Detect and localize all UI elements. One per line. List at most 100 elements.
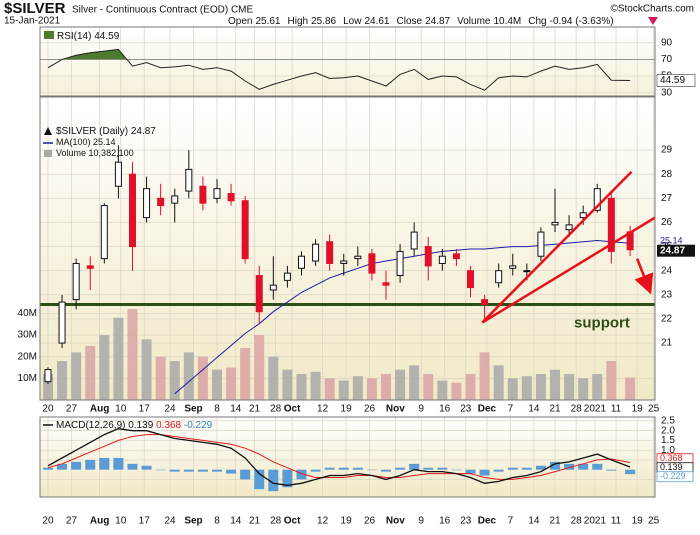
y-tick-label: 30M — [18, 330, 37, 341]
stat-value: 25.86 — [311, 16, 336, 27]
x-tick-label: 8 — [214, 404, 220, 415]
volume-bar — [71, 352, 82, 400]
candle-body — [86, 265, 94, 269]
volume-bar — [268, 356, 279, 400]
x-tick-label: 7 — [508, 404, 514, 415]
ma-last: 25.14 — [93, 137, 116, 147]
rsi-name: RSI(14) — [57, 31, 91, 42]
y-tick-label: 21 — [661, 338, 673, 349]
candle-body — [185, 168, 193, 192]
volume-bar — [197, 356, 208, 400]
date: 15-Jan-2021 — [4, 16, 61, 27]
histogram-bar — [282, 469, 293, 488]
y-tick-label: 28 — [661, 169, 673, 180]
x-tick-label: 11 — [611, 404, 622, 415]
macd-tag: 0.139 — [660, 462, 683, 472]
histogram-bar — [296, 469, 307, 480]
candle-body — [579, 212, 587, 219]
histogram-bar — [113, 457, 124, 470]
histogram-bar — [465, 469, 476, 474]
x-tick-label: 11 — [611, 516, 622, 527]
volume-bar — [57, 361, 68, 400]
trendline — [481, 216, 655, 324]
histogram-bar — [625, 469, 636, 475]
x-tick-label: Nov — [386, 516, 405, 527]
volume-bar — [113, 317, 124, 400]
histogram-bar — [550, 461, 561, 470]
candle-body — [44, 369, 52, 383]
rsi-overbought-area — [62, 49, 127, 60]
candle-body — [438, 255, 446, 264]
candle-body — [607, 197, 615, 252]
x-tick-label: 23 — [460, 516, 472, 527]
x-tick-label: 8 — [214, 516, 220, 527]
volume-bar — [169, 361, 180, 400]
stat-label: Open — [228, 16, 252, 27]
macd-last: 0.139 — [128, 420, 153, 431]
candle-body — [495, 270, 503, 284]
y-tick-label: 1.5 — [661, 435, 675, 446]
x-tick-label: 27 — [66, 516, 78, 527]
support-label: support — [574, 314, 630, 331]
y-tick-label: 40M — [18, 308, 37, 319]
candle-body — [128, 173, 136, 248]
candle-body — [157, 197, 165, 207]
volume-bar — [451, 382, 462, 400]
histogram-bar — [451, 469, 462, 471]
histogram-tag-box — [656, 471, 694, 483]
x-tick-label: 21 — [549, 404, 561, 415]
volume-bar — [296, 374, 307, 400]
x-tick-label: 14 — [230, 404, 242, 415]
histogram-bar — [155, 469, 166, 471]
x-tick-label: 7 — [508, 516, 514, 527]
volume-bar — [521, 376, 532, 400]
x-tick-label: 14 — [528, 516, 540, 527]
histogram-bar — [42, 467, 53, 470]
volume-bar — [625, 377, 636, 400]
x-tick-label: 21 — [549, 516, 561, 527]
x-tick-label: 24 — [164, 404, 176, 415]
candle-body — [354, 255, 362, 260]
histogram-bar — [324, 467, 335, 470]
volume-bar — [254, 335, 265, 400]
candle-body — [72, 262, 80, 301]
volume-name: Volume — [56, 148, 86, 158]
histogram-bar — [141, 465, 152, 470]
x-tick-label: 10 — [115, 516, 127, 527]
volume-bar — [183, 352, 194, 400]
x-tick-label: 25 — [648, 404, 660, 415]
candle-body — [565, 224, 573, 231]
ma-legend: MA(100) 25.14 — [56, 137, 116, 147]
histogram-bar — [211, 469, 222, 472]
y-tick-label: 22 — [661, 314, 673, 325]
histogram-tag: -0.229 — [660, 471, 686, 481]
y-tick-label: 70 — [661, 54, 673, 65]
x-tick-label: 2021 — [584, 404, 607, 415]
volume-last: 10,382,100 — [89, 148, 134, 158]
volume-bar — [155, 356, 166, 400]
histogram-bar — [409, 463, 420, 470]
signal-last: 0.368 — [156, 420, 181, 431]
histogram-bar — [310, 469, 321, 472]
volume-bar — [324, 378, 335, 400]
histogram-bar — [521, 467, 532, 470]
signal-line — [47, 434, 631, 480]
histogram-bar — [366, 469, 377, 471]
candle-body — [199, 185, 207, 204]
histogram-bar — [254, 469, 265, 490]
x-tick-label: 16 — [439, 404, 451, 415]
x-tick-label: 17 — [139, 516, 151, 527]
x-tick-label: 26 — [364, 516, 376, 527]
x-tick-label: 28 — [270, 516, 282, 527]
y-tick-label: 29 — [661, 145, 673, 156]
price-name: $SILVER (Daily) — [56, 126, 128, 137]
x-tick-label: 26 — [364, 404, 376, 415]
histogram-bar — [535, 465, 546, 470]
x-tick-label: 14 — [230, 516, 242, 527]
histogram-bar — [592, 463, 603, 470]
rsi-legend: RSI(14) 44.59 — [57, 31, 120, 42]
histogram-bar — [479, 469, 490, 476]
x-tick-label: 19 — [632, 516, 644, 527]
macd-frame — [39, 416, 656, 498]
volume-bar — [282, 369, 293, 400]
